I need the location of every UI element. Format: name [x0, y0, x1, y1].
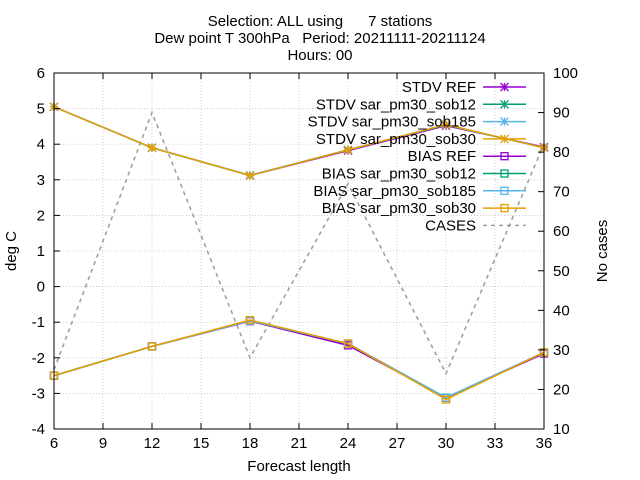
y2-tick-label: 70: [553, 184, 570, 201]
data-point: [441, 120, 451, 130]
legend-marker: [500, 99, 509, 109]
legend-item: BIAS REF: [408, 148, 526, 165]
legend-item: BIAS sar_pm30_sob30: [322, 200, 526, 217]
legend-marker: [500, 169, 509, 178]
legend-item: STDV sar_pm30_sob30: [316, 131, 526, 148]
y2-tick-label: 30: [553, 342, 570, 359]
y2-tick-label: 80: [553, 144, 570, 161]
legend-item: BIAS sar_pm30_sob12: [322, 166, 526, 183]
legend-marker: [500, 134, 509, 144]
legend-label: STDV sar_pm30_sob30: [316, 131, 476, 148]
series-lines: [49, 102, 549, 404]
x-tick-label: 33: [487, 435, 504, 452]
data-point: [441, 395, 451, 404]
title-line-3: Hours: 00: [287, 47, 352, 64]
x-tick-label: 15: [193, 435, 210, 452]
series-cases: [53, 110, 545, 376]
legend-item: STDV sar_pm30_sob12: [316, 96, 526, 113]
legend-item: CASES: [425, 217, 526, 234]
legend-label: BIAS sar_pm30_sob185: [313, 183, 476, 200]
legend-label: BIAS sar_pm30_sob30: [322, 200, 476, 217]
data-point: [343, 145, 353, 155]
legend-label: STDV sar_pm30_sob185: [308, 114, 476, 131]
x-tick-label: 24: [340, 435, 357, 452]
legend-item: STDV REF: [402, 79, 526, 96]
y2-tick-label: 60: [553, 223, 570, 240]
legend-label: STDV sar_pm30_sob12: [316, 96, 476, 113]
x-tick-label: 36: [536, 435, 553, 452]
legend-marker: [500, 152, 509, 161]
x-tick-label: 21: [291, 435, 308, 452]
data-point: [245, 171, 255, 180]
x-tick-label: 27: [389, 435, 406, 452]
x-tick-label: 12: [144, 435, 161, 452]
legend-label: CASES: [425, 217, 476, 234]
legend-label: BIAS REF: [408, 148, 476, 165]
grid: [54, 73, 544, 429]
data-point: [147, 342, 157, 351]
y2-tick-label: 50: [553, 263, 570, 280]
title-line-2: Dew point T 300hPa Period: 20211111-2021…: [154, 30, 485, 47]
y-tick-label: 6: [37, 65, 45, 82]
y-tick-label: -1: [32, 314, 45, 331]
y-tick-label: 2: [37, 207, 45, 224]
y-tick-label: 1: [37, 243, 45, 260]
x-axis-label: Forecast length: [247, 458, 350, 475]
series-line-bias-sar-pm30-sob30: [53, 319, 545, 401]
axis-ticks: 6 9 12 15 18 21 24 27 30 33 36-4-3-2-1012345610203…: [32, 65, 578, 452]
data-point: [147, 143, 157, 153]
y-tick-label: 3: [37, 172, 45, 189]
legend-item: STDV sar_pm30_sob185: [308, 114, 526, 131]
x-tick-label: 30: [438, 435, 455, 452]
legend-item: BIAS sar_pm30_sob185: [313, 183, 526, 200]
y2-tick-label: 90: [553, 105, 570, 122]
series-cases: [53, 110, 545, 376]
data-point: [245, 315, 255, 325]
legend-marker: [500, 186, 509, 195]
y-tick-label: -3: [32, 385, 45, 402]
y2-tick-label: 20: [553, 381, 570, 398]
y2-tick-label: 100: [553, 65, 578, 82]
x-tick-label: 6: [50, 435, 58, 452]
y-tick-label: 5: [37, 101, 45, 118]
series-line-cases: [53, 110, 545, 376]
series-bias-sar-pm30-sob30: [49, 315, 549, 404]
x-tick-label: 9: [99, 435, 107, 452]
series-line-stdv-sar-pm30-sob30: [53, 106, 545, 177]
data-point: [343, 339, 353, 348]
series-stdv-sar-pm30-sob30: [49, 102, 549, 180]
legend-label: BIAS sar_pm30_sob12: [322, 166, 476, 183]
y2-tick-label: 40: [553, 302, 570, 319]
y-tick-label: 4: [37, 136, 45, 153]
y2-tick-label: 10: [553, 421, 570, 438]
title-line-1: Selection: ALL using 7 stations: [208, 13, 433, 30]
legend-marker: [500, 203, 509, 213]
x-tick-label: 18: [242, 435, 259, 452]
legend-marker: [500, 82, 509, 92]
y-axis-label: deg C: [3, 231, 20, 271]
y-tick-label: 0: [37, 279, 45, 296]
legend-marker: [500, 117, 509, 127]
y-tick-label: -4: [32, 421, 45, 438]
y-tick-label: -2: [32, 350, 45, 367]
y2-axis-label: No cases: [594, 220, 611, 283]
legend-label: STDV REF: [402, 79, 476, 96]
